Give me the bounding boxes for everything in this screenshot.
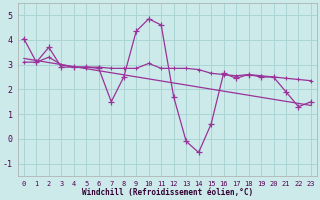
X-axis label: Windchill (Refroidissement éolien,°C): Windchill (Refroidissement éolien,°C) — [82, 188, 253, 197]
